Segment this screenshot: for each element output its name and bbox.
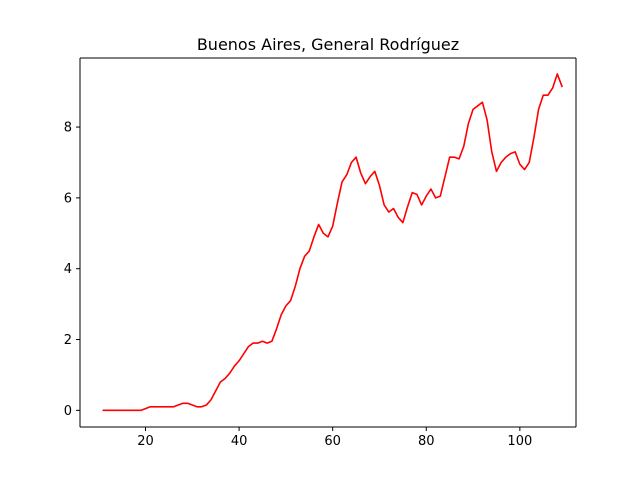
y-tick-label: 0 [64, 404, 72, 419]
plot-area [79, 57, 577, 428]
chart-title: Buenos Aires, General Rodríguez [197, 35, 459, 54]
x-tick-label: 80 [418, 434, 435, 449]
series-line-0 [102, 73, 563, 412]
x-axis: 20 40 60 80 100 [137, 427, 532, 449]
y-tick-label: 2 [64, 333, 72, 348]
x-tick-label: 20 [137, 434, 154, 449]
y-tick-label: 8 [64, 121, 72, 136]
y-axis: 0 2 4 6 8 [64, 121, 80, 419]
y-tick-label: 4 [64, 262, 72, 277]
y-tick-label: 6 [64, 191, 72, 206]
plot-background [80, 58, 576, 427]
x-tick-label: 60 [324, 434, 341, 449]
x-tick-label: 100 [507, 434, 532, 449]
x-tick-label: 40 [231, 434, 248, 449]
